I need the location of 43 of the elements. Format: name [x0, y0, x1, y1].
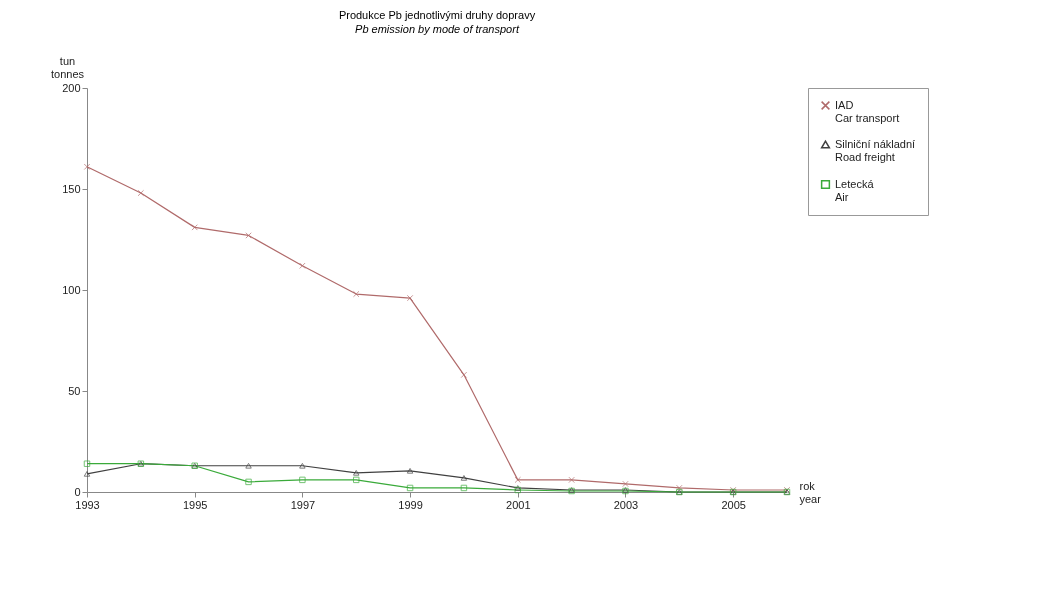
point [83, 470, 91, 477]
point [352, 469, 360, 476]
x-tick-label: 2001 [506, 498, 531, 511]
point [406, 467, 414, 474]
y-tick-label: 50 [68, 384, 81, 397]
point [299, 476, 306, 484]
point [245, 232, 252, 239]
point [191, 224, 198, 231]
point [622, 480, 629, 488]
x-tick-label: 2003 [613, 498, 639, 511]
point [568, 476, 575, 484]
point [352, 476, 360, 484]
point [406, 484, 414, 492]
point [299, 462, 306, 469]
point [245, 462, 252, 469]
point [299, 262, 306, 269]
legend-label: Letecká Air [835, 177, 875, 203]
x-tick-label: 1995 [182, 498, 208, 511]
point [406, 294, 414, 302]
legend-label: IAD Car transport [835, 98, 900, 124]
y-axis-title: tun tonnes [50, 54, 85, 80]
point [83, 163, 91, 171]
x-tick-label: 1993 [75, 498, 100, 511]
point [676, 484, 683, 492]
point [514, 476, 522, 484]
chart-title: Produkce Pb jednotlivými druhy dopravy [338, 9, 536, 21]
y-tick-label: 100 [62, 283, 81, 296]
point [352, 290, 360, 298]
x-axis-title: rok year [799, 479, 822, 505]
legend-label: Silniční nákladní Road freight [835, 137, 916, 163]
y-tick-label: 150 [62, 182, 81, 195]
y-tick-label: 200 [62, 81, 81, 94]
chart-subtitle: Pb emission by mode of transport [355, 23, 520, 35]
point [460, 371, 468, 379]
x-tick-label: 2005 [721, 498, 746, 511]
point [460, 474, 468, 481]
x-tick-label: 1999 [398, 498, 423, 511]
x-tick-label: 1997 [290, 498, 316, 511]
y-tick-label: 0 [74, 485, 81, 498]
point [137, 189, 145, 197]
point [460, 484, 468, 492]
point [245, 478, 252, 486]
point [83, 460, 91, 467]
